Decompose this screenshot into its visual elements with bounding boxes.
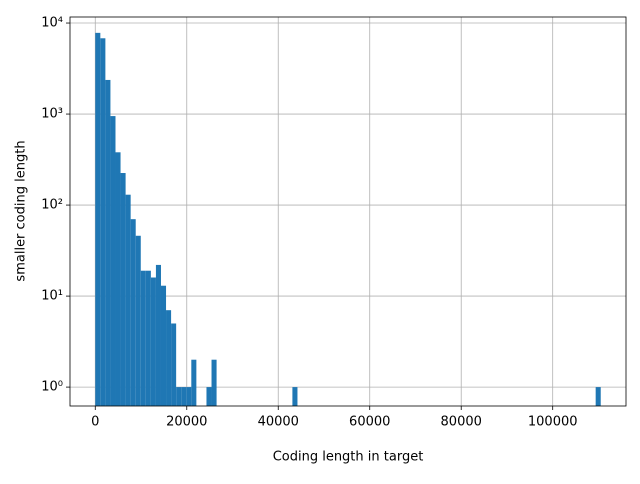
bar <box>150 277 156 406</box>
bar <box>110 116 116 406</box>
x-tick-label: 80000 <box>441 415 482 430</box>
bar <box>171 323 177 406</box>
bar <box>130 219 136 406</box>
bar <box>95 32 101 407</box>
y-tick-label: 10⁰ <box>41 380 63 395</box>
y-axis-label: smaller coding length <box>14 140 29 281</box>
bar <box>100 38 106 407</box>
bar <box>595 387 601 406</box>
bar <box>176 387 182 406</box>
bar <box>105 79 111 407</box>
bar <box>140 270 146 406</box>
x-tick-label: 40000 <box>258 415 299 430</box>
bar <box>145 270 151 406</box>
bar <box>292 387 298 406</box>
x-tick-label: 0 <box>91 415 99 430</box>
y-tick-label: 10² <box>41 198 63 213</box>
bar <box>120 173 126 406</box>
bar <box>166 310 172 406</box>
bar <box>181 387 187 406</box>
axes-frame <box>69 16 627 407</box>
y-tick-label: 10⁴ <box>41 16 63 31</box>
bar <box>125 194 131 406</box>
y-tick-label: 10³ <box>41 107 63 122</box>
x-tick-label: 100000 <box>528 415 578 430</box>
bar <box>155 264 161 406</box>
bar <box>186 387 192 406</box>
y-tick-label: 10¹ <box>41 289 63 304</box>
bar <box>191 359 197 406</box>
x-tick-label: 20000 <box>166 415 207 430</box>
x-tick-label: 60000 <box>349 415 390 430</box>
bar <box>206 387 212 406</box>
bar <box>160 285 167 406</box>
bar <box>211 359 217 406</box>
bar <box>115 152 121 406</box>
bar <box>135 235 141 406</box>
x-axis-label: Coding length in target <box>273 450 424 465</box>
